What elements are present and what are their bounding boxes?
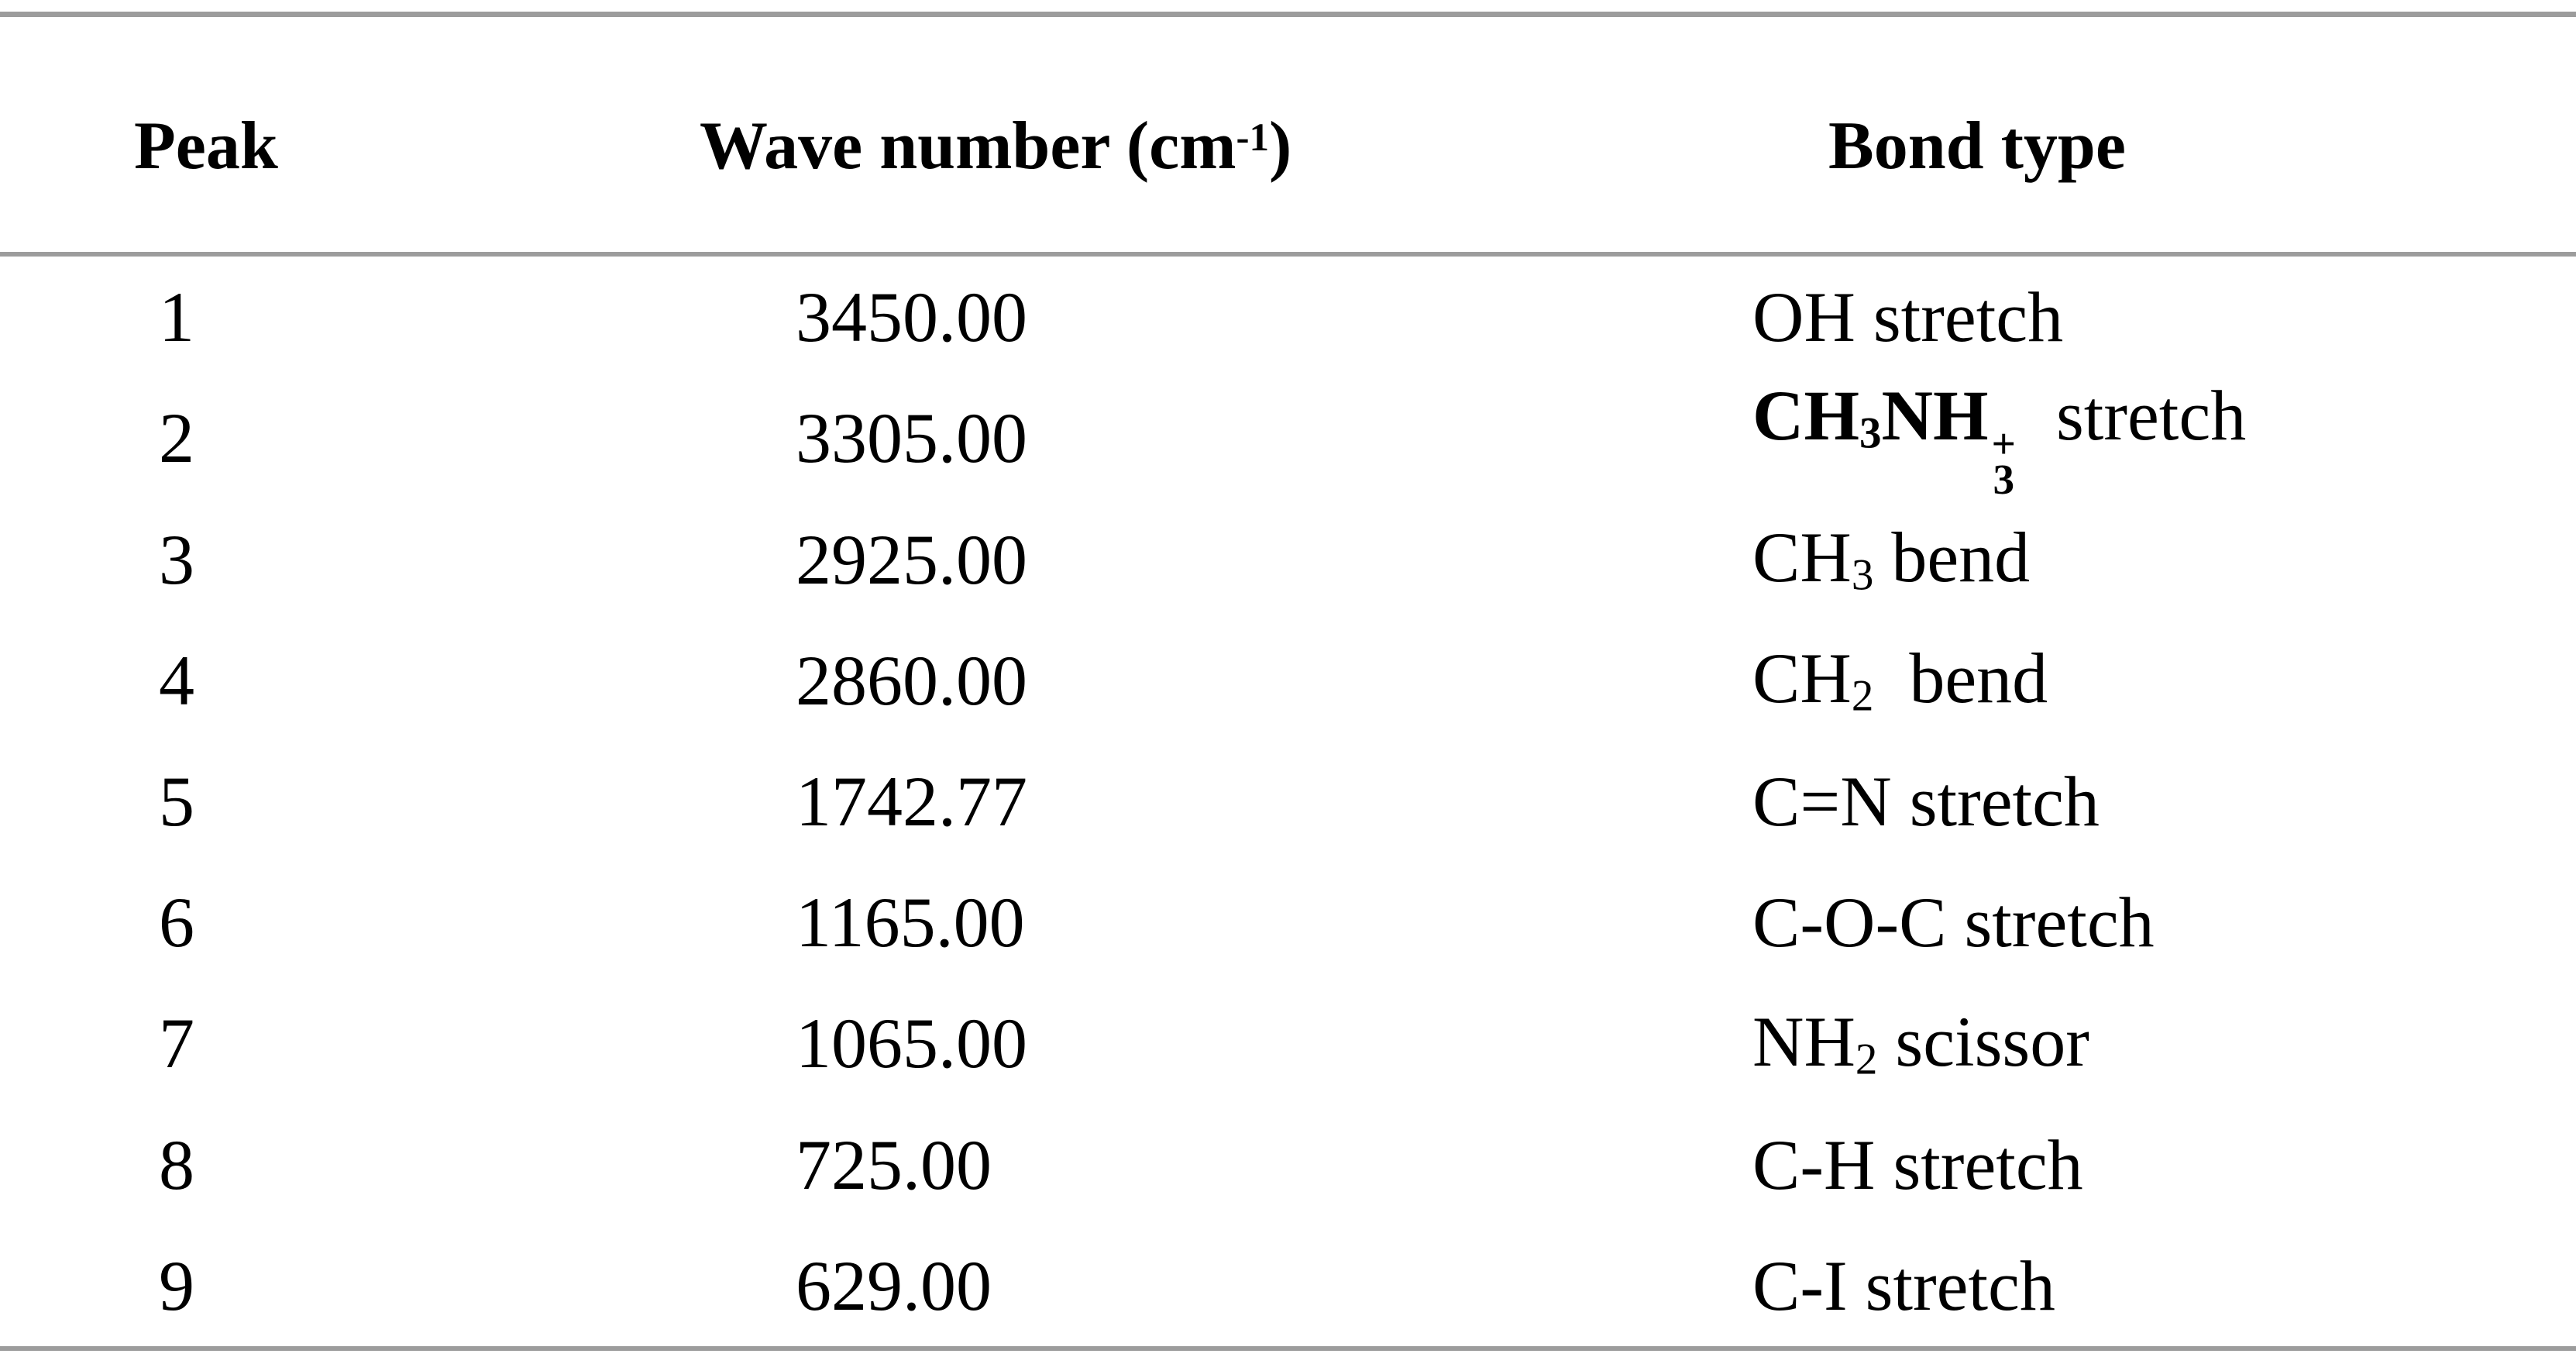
header-wavenumber: Wave number (cm-1) <box>412 112 1511 181</box>
bond-type-cell: CH2 bend <box>1511 642 2576 718</box>
bond-formula-sub-sup-stack: +3 <box>1991 420 2016 503</box>
bond-type-value: C=N stretch <box>1752 761 2100 841</box>
wavenumber-cell: 1742.77 <box>412 766 1511 837</box>
table-top-rule <box>0 12 2576 17</box>
table-header-row: Peak Wave number (cm-1) Bond type <box>0 17 2576 252</box>
table-row: 6 1165.00 C-O-C stretch <box>0 862 2576 983</box>
wavenumber-cell: 2925.00 <box>412 524 1511 595</box>
wavenumber-value: 3450.00 <box>796 277 1027 357</box>
peak-cell: 9 <box>0 1250 412 1321</box>
header-wavenumber-label: Wave number (cm <box>700 108 1236 184</box>
header-bond-type-label: Bond type <box>1828 108 2126 184</box>
bond-type-cell: NH2 scissor <box>1511 1006 2576 1081</box>
bond-type-cell: C-O-C stretch <box>1511 887 2576 958</box>
peak-number: 2 <box>159 398 194 478</box>
peak-number: 7 <box>159 1004 194 1083</box>
wavenumber-value: 725.00 <box>796 1125 992 1204</box>
bond-type-cell: OH stretch <box>1511 281 2576 353</box>
bond-type-value: C-H stretch <box>1752 1125 2083 1204</box>
wavenumber-value: 2925.00 <box>796 519 1027 599</box>
bond-formula-segment: CH <box>1752 375 1859 455</box>
wavenumber-cell: 3305.00 <box>412 402 1511 474</box>
table-row: 1 3450.00 OH stretch <box>0 257 2576 377</box>
peak-number: 3 <box>159 519 194 599</box>
table-row: 7 1065.00 NH2 scissor <box>0 983 2576 1104</box>
bond-formula-subscript: 2 <box>1855 1035 1878 1084</box>
peak-number: 1 <box>159 277 194 357</box>
bond-formula-segment: CH <box>1752 517 1852 597</box>
table-row: 3 2925.00 CH3 bend <box>0 498 2576 619</box>
bond-type-value: C-I stretch <box>1752 1245 2055 1325</box>
bond-formula-superscript: + <box>1991 420 2016 468</box>
table-row: 8 725.00 C-H stretch <box>0 1104 2576 1225</box>
wavenumber-cell: 1165.00 <box>412 887 1511 958</box>
bond-type-cell: CH3NH +3 stretch <box>1511 380 2576 503</box>
bond-formula-subscript: 3 <box>1851 550 1874 600</box>
header-wavenumber-close-paren: ) <box>1269 108 1292 184</box>
table-row: 5 1742.77 C=N stretch <box>0 741 2576 862</box>
table-header-divider-rule <box>0 252 2576 257</box>
peak-cell: 7 <box>0 1008 412 1079</box>
header-bond-type: Bond type <box>1511 112 2576 181</box>
peak-cell: 4 <box>0 645 412 716</box>
wavenumber-value: 1165.00 <box>796 883 1025 963</box>
peak-cell: 6 <box>0 887 412 958</box>
wavenumber-value: 629.00 <box>796 1245 992 1325</box>
peak-cell: 5 <box>0 766 412 837</box>
bond-formula-segment: CH <box>1752 639 1852 718</box>
bond-type-cell: C-I stretch <box>1511 1250 2576 1321</box>
bond-type-value: bend <box>1873 639 2048 718</box>
header-wavenumber-superscript: -1 <box>1236 115 1270 160</box>
bond-type-cell: CH3 bend <box>1511 522 2576 597</box>
bond-type-value: scissor <box>1877 1001 2089 1081</box>
table-row: 9 629.00 C-I stretch <box>0 1225 2576 1346</box>
bond-formula-subscript: 2 <box>1851 671 1874 721</box>
bond-type-value: stretch <box>2020 375 2247 455</box>
table-bottom-rule <box>0 1346 2576 1351</box>
table-body: 1 3450.00 OH stretch 2 3305.00 CH3NH +3 s… <box>0 257 2576 1346</box>
table-row: 2 3305.00 CH3NH +3 stretch <box>0 377 2576 503</box>
bond-formula-subscript: 3 <box>1859 408 1882 457</box>
wavenumber-cell: 2860.00 <box>412 645 1511 716</box>
bond-type-value: C-O-C stretch <box>1752 883 2155 963</box>
bond-type-value: bend <box>1873 517 2031 597</box>
peak-number: 9 <box>159 1245 194 1325</box>
table-row: 4 2860.00 CH2 bend <box>0 620 2576 741</box>
wavenumber-value: 1065.00 <box>796 1004 1027 1083</box>
peak-number: 6 <box>159 883 194 963</box>
bond-type-value: OH stretch <box>1752 277 2064 357</box>
bond-formula-segment: NH <box>1752 1001 1855 1081</box>
peak-cell: 1 <box>0 281 412 353</box>
peak-number: 5 <box>159 761 194 841</box>
peak-number: 4 <box>159 640 194 720</box>
bond-type-cell: C-H stretch <box>1511 1129 2576 1200</box>
bond-formula-segment: NH <box>1881 375 1989 455</box>
bond-formula-subscript: 3 <box>1993 455 2015 503</box>
header-peak: Peak <box>0 112 412 181</box>
wavenumber-cell: 725.00 <box>412 1129 1511 1200</box>
peak-number: 8 <box>159 1125 194 1204</box>
wavenumber-cell: 629.00 <box>412 1250 1511 1321</box>
wavenumber-value: 1742.77 <box>796 761 1027 841</box>
wavenumber-value: 3305.00 <box>796 398 1027 478</box>
wavenumber-cell: 3450.00 <box>412 281 1511 353</box>
wavenumber-cell: 1065.00 <box>412 1008 1511 1079</box>
header-peak-label: Peak <box>134 108 278 184</box>
peak-cell: 2 <box>0 402 412 474</box>
peak-cell: 3 <box>0 524 412 595</box>
peak-cell: 8 <box>0 1129 412 1200</box>
bond-type-cell: C=N stretch <box>1511 766 2576 837</box>
wavenumber-value: 2860.00 <box>796 640 1027 720</box>
